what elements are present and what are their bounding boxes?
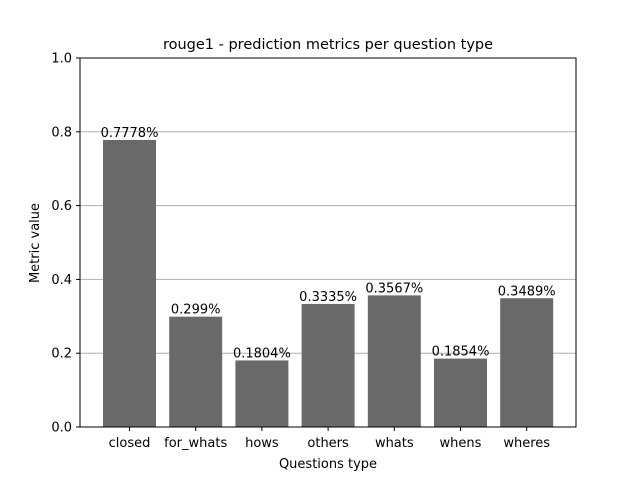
bar-value-label: 0.3567% (365, 281, 423, 296)
bar-closed (103, 139, 156, 427)
bar-value-label: 0.1804% (233, 346, 291, 361)
y-axis-label: Metric value (28, 203, 43, 283)
y-tick-label: 1.0 (51, 52, 72, 67)
bar-others (301, 303, 355, 427)
bar-value-labels: 0.7778% 0.299% 0.1804% 0.3335% 0.3567% 0.1854… (101, 126, 556, 361)
x-tick-label: others (307, 436, 349, 451)
bar-value-label: 0.1854% (432, 345, 490, 360)
bar-value-label: 0.7778% (101, 126, 159, 141)
bar-value-label: 0.3489% (498, 284, 556, 299)
y-tick-label: 0.0 (51, 421, 72, 436)
y-axis-ticks: 0.0 0.2 0.4 0.6 0.8 1.0 (51, 52, 80, 436)
x-tick-label: closed (109, 436, 151, 451)
grid-lines (80, 131, 576, 354)
bar-whats (367, 295, 421, 427)
bar-whens (434, 358, 487, 427)
bar-wheres (500, 298, 554, 427)
x-tick-label: whats (375, 436, 414, 451)
x-axis-ticks: closed for_whats hows others whats whens where… (109, 427, 550, 451)
bar-for_whats (169, 316, 223, 427)
x-tick-label: whens (440, 436, 482, 451)
x-tick-label: wheres (503, 436, 550, 451)
y-tick-label: 0.4 (51, 273, 72, 288)
y-tick-label: 0.8 (51, 125, 72, 140)
bar-value-label: 0.3335% (299, 290, 357, 305)
y-tick-label: 0.6 (51, 199, 72, 214)
bar-value-label: 0.299% (171, 303, 221, 318)
x-tick-label: for_whats (164, 436, 227, 451)
chart-title: rouge1 - prediction metrics per question… (163, 37, 493, 53)
bar-hows (235, 360, 289, 427)
bars (103, 139, 554, 427)
x-tick-label: hows (245, 436, 279, 451)
x-axis-label: Questions type (279, 457, 377, 472)
y-tick-label: 0.2 (51, 347, 72, 362)
